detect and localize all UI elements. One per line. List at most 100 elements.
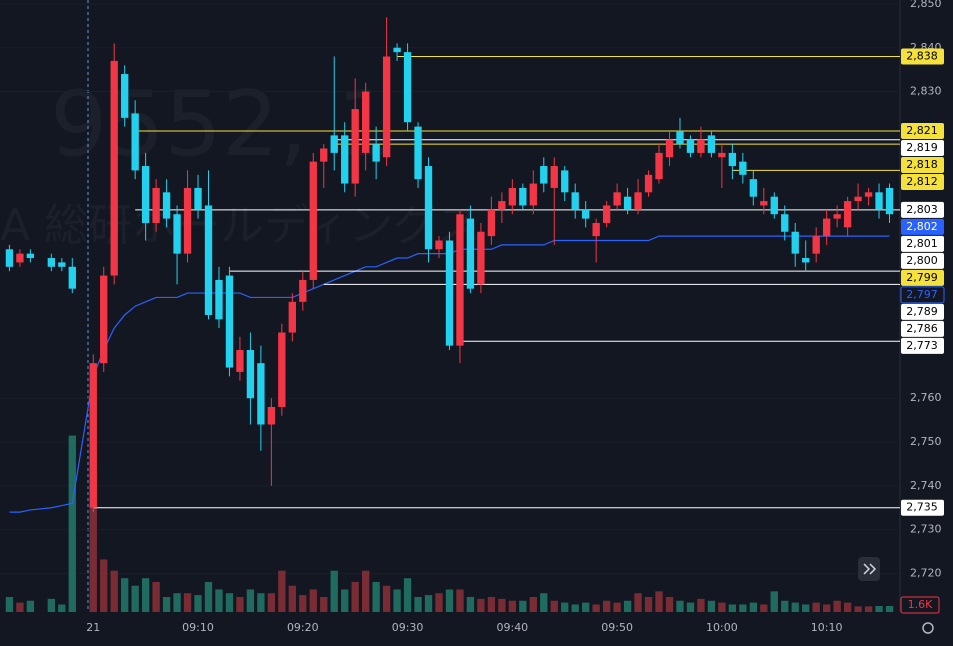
volume-bar <box>644 596 653 612</box>
volume-bar <box>697 598 705 612</box>
candle-body <box>100 275 108 364</box>
volume-bar <box>341 589 349 612</box>
volume-bar <box>299 595 307 612</box>
candle-body <box>225 275 234 368</box>
price-label-bg <box>901 122 944 139</box>
price-label-bg <box>901 201 944 218</box>
price-label-bg <box>901 337 944 354</box>
candle-body <box>89 363 97 508</box>
volume-bar <box>89 469 97 612</box>
candle-body <box>676 130 684 145</box>
price-label-bg <box>900 286 945 304</box>
candle-body <box>26 253 35 259</box>
candle-body <box>466 218 475 289</box>
volume-bar <box>498 598 506 612</box>
candle-body <box>498 201 506 210</box>
candle-body <box>152 187 160 223</box>
volume-bar <box>204 581 213 612</box>
candle-body <box>183 187 192 254</box>
candle-body <box>487 209 496 237</box>
candle-body <box>435 240 443 250</box>
price-label: 2,838 <box>906 50 938 63</box>
x-tick-label: 10:10 <box>811 621 843 634</box>
price-label-bg <box>901 269 944 286</box>
candle-body <box>519 187 527 206</box>
candle-body <box>623 196 632 210</box>
candle-body <box>613 192 621 206</box>
y-tick-label: 2,740 <box>910 479 942 492</box>
price-label: 2,786 <box>906 322 938 335</box>
candle-body <box>121 74 129 118</box>
price-label: 2,803 <box>906 203 938 216</box>
volume-bar <box>121 578 129 612</box>
volume-bar <box>582 602 590 612</box>
candle-body <box>477 231 485 285</box>
candle-body <box>885 187 894 215</box>
x-tick-label: 09:30 <box>392 621 424 634</box>
volume-bar <box>194 595 202 612</box>
volume-bar <box>885 605 894 612</box>
volume-bar <box>875 605 883 612</box>
volume-bar <box>592 604 600 612</box>
volume-bar <box>843 602 852 612</box>
x-tick-label: 09:40 <box>496 621 528 634</box>
volume-bar <box>236 596 244 612</box>
candle-body <box>372 144 380 162</box>
price-label-bg <box>901 303 944 320</box>
candle-body <box>341 135 349 184</box>
candle-body <box>540 166 548 184</box>
candle-body <box>791 231 799 254</box>
candle-body <box>875 192 883 210</box>
candle-body <box>854 196 862 202</box>
volume-bar <box>26 600 35 612</box>
candle-body <box>718 152 726 158</box>
candle-body <box>5 249 14 267</box>
price-label-bg <box>901 499 944 516</box>
volume-bar <box>162 596 171 612</box>
candle-body <box>162 192 171 219</box>
volume-bar <box>519 600 527 612</box>
volume-bar <box>707 600 716 612</box>
candle-body <box>508 187 517 206</box>
candle-body <box>58 262 66 267</box>
y-tick-label: 2,760 <box>910 391 942 404</box>
price-label-bg <box>901 235 944 252</box>
volume-bar <box>749 602 757 612</box>
volume-bar <box>414 596 422 612</box>
candle-body <box>204 205 213 315</box>
volume-bar <box>309 589 317 612</box>
volume-bar <box>466 596 475 612</box>
candle-body <box>665 139 674 158</box>
volume-bar <box>5 596 14 612</box>
volume-bar <box>508 600 517 612</box>
candle-body <box>215 279 223 320</box>
volume-bar <box>487 596 496 612</box>
price-label-bg <box>901 320 944 337</box>
candle-body <box>529 183 537 206</box>
volume-bar <box>403 578 412 612</box>
volume-bar <box>833 600 841 612</box>
price-label: 2,735 <box>906 501 938 514</box>
volume-bar <box>58 604 66 612</box>
volume-bar <box>739 604 747 612</box>
watermark: 9552, 1 <box>50 72 394 177</box>
volume-bar <box>571 604 579 612</box>
price-label-bg <box>901 218 944 235</box>
candle-body <box>728 152 737 167</box>
candle-body <box>812 236 820 254</box>
volume-bar <box>540 593 548 612</box>
settings-icon[interactable] <box>922 622 934 634</box>
volume-bar <box>676 600 684 612</box>
candle-body <box>561 170 569 193</box>
volume-bar <box>623 600 632 612</box>
volume-bar <box>802 604 810 612</box>
candle-body <box>194 187 202 210</box>
volume-bar <box>152 581 160 612</box>
candle-body <box>288 301 296 333</box>
volume-bar <box>330 570 338 612</box>
price-label: 2,801 <box>906 237 938 250</box>
candle-body <box>382 56 391 158</box>
candle-body <box>655 152 663 180</box>
candle-body <box>267 406 276 425</box>
candle-body <box>68 266 76 289</box>
